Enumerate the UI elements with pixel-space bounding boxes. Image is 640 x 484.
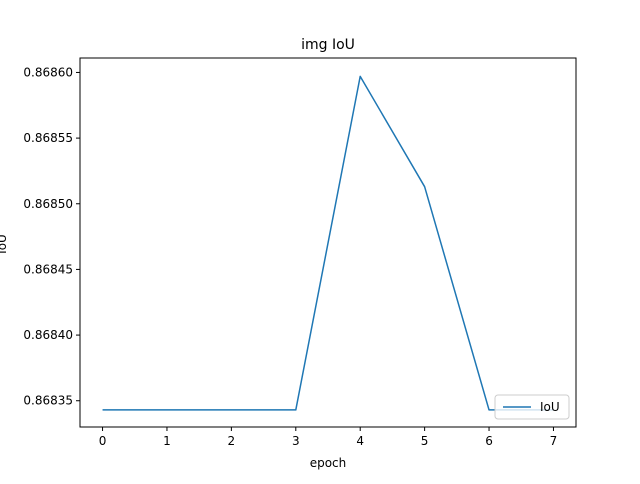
- x-tick-label: 4: [356, 434, 364, 448]
- y-tick-label: 0.86840: [23, 328, 73, 342]
- x-tick-label: 1: [163, 434, 171, 448]
- y-tick-label: 0.86835: [23, 394, 73, 408]
- x-tick-label: 0: [99, 434, 107, 448]
- x-tick-label: 5: [421, 434, 429, 448]
- legend: IoU: [495, 395, 569, 419]
- x-tick-label: 7: [550, 434, 558, 448]
- x-tick-label: 2: [228, 434, 236, 448]
- chart-title: img IoU: [301, 37, 355, 53]
- x-tick-label: 6: [485, 434, 493, 448]
- y-tick-label: 0.86850: [23, 197, 73, 211]
- y-tick-label: 0.86845: [23, 262, 73, 276]
- y-axis-label: IoU: [0, 234, 9, 254]
- x-axis-label: epoch: [310, 456, 347, 470]
- y-tick-label: 0.86855: [23, 131, 73, 145]
- y-tick-label: 0.86860: [23, 65, 73, 79]
- x-tick-label: 3: [292, 434, 300, 448]
- legend-label-iou: IoU: [540, 400, 560, 414]
